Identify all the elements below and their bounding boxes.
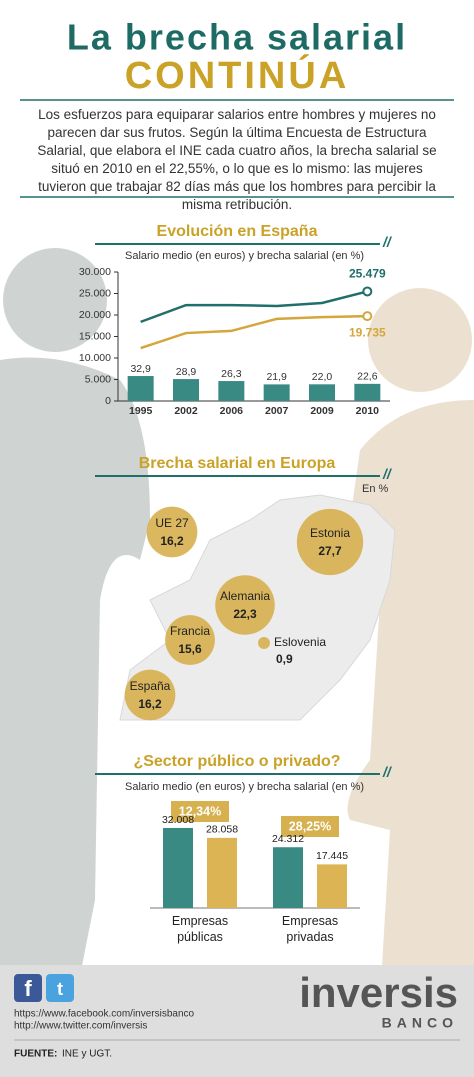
bar (173, 379, 199, 401)
bar (218, 381, 245, 401)
bubble-name: UE 27 (155, 516, 189, 530)
y-tick-label: 5.000 (85, 373, 111, 385)
bubble-label: 27,7 (318, 544, 342, 558)
bar (263, 384, 290, 401)
bubble-label: 15,6 (178, 642, 202, 656)
y-tick-label: 30.000 (79, 266, 111, 278)
y-tick-label: 25.000 (79, 287, 111, 299)
brand-sub: BANCO (382, 1015, 458, 1031)
intro: Los esfuerzos para equiparar salarios en… (37, 107, 437, 212)
bubble-label: 16,2 (160, 534, 184, 548)
silhouette-man (0, 248, 150, 1077)
bubble-name: Francia (170, 624, 210, 638)
facebook-glyph: f (24, 976, 32, 1001)
bubble-label: 0,9 (276, 652, 293, 666)
bar-label: 32.008 (162, 814, 194, 826)
section-title: Brecha salarial en Europa (139, 455, 336, 472)
x-tick-label: 1995 (129, 405, 153, 417)
y-tick-label: 15.000 (79, 330, 111, 342)
bubble (165, 615, 215, 665)
y-tick-label: 20.000 (79, 309, 111, 321)
bar-label: 28,9 (176, 366, 197, 378)
x-tick-label: 2010 (356, 405, 380, 417)
annotation: 12,34% (179, 804, 221, 818)
bar-label: 24.312 (272, 833, 304, 845)
bubble-label: 22,3 (233, 607, 257, 621)
title: La brecha salarial (67, 17, 407, 58)
bubble-name: Alemania (220, 589, 270, 603)
bubble-name: Eslovenia (274, 635, 326, 649)
bubble-label: 16,2 (138, 697, 162, 711)
y-tick-label: 0 (105, 395, 111, 407)
brand: inversis (299, 969, 458, 1016)
facebook-icon[interactable] (14, 974, 42, 1002)
x-tick-label: 2002 (174, 405, 198, 417)
point (362, 286, 373, 297)
rule-mark: // (382, 234, 393, 250)
annotation: 28,25% (289, 819, 331, 833)
chart-subtitle: Salario medio (en euros) y brecha salari… (125, 781, 364, 793)
bar-label: 21,9 (266, 371, 287, 383)
source-label: FUENTE: (14, 1049, 57, 1060)
line (140, 290, 368, 324)
section-title: ¿Sector público o privado? (133, 753, 340, 770)
bar (127, 376, 154, 401)
bubble-name: Estonia (310, 526, 350, 540)
chart-subtitle: En % (362, 483, 389, 495)
bubble (296, 508, 364, 576)
link[interactable]: https://www.facebook.com/inversisbanco (14, 1009, 195, 1020)
subtitle: CONTINÚA (125, 53, 350, 97)
bar (309, 384, 335, 401)
rule-mark: // (382, 764, 393, 780)
bar (317, 864, 347, 908)
x-tick-label: 2007 (265, 405, 289, 417)
bubble-name: España (130, 679, 171, 693)
bubble (258, 637, 270, 649)
bar-label: 28.058 (206, 824, 238, 836)
x-tick-label: 2006 (220, 405, 244, 417)
bar-label: 22,0 (312, 371, 333, 383)
x-tick-label: 2009 (310, 405, 334, 417)
annotation-box (171, 801, 229, 822)
y-tick-label: 10.000 (79, 352, 111, 364)
point-label: 19.735 (349, 325, 386, 339)
bubble (124, 669, 176, 721)
bubble (146, 506, 198, 558)
bar (163, 827, 193, 908)
source: INE y UGT. (62, 1049, 112, 1060)
twitter-icon[interactable] (46, 974, 74, 1002)
bar-label: 26,3 (221, 368, 242, 380)
annotation-box (281, 816, 339, 837)
x-tick-label: Empresas privadas (281, 914, 339, 944)
section-title: Evolución en España (157, 223, 318, 240)
twitter-glyph: t (57, 979, 63, 999)
bar-label: 32,9 (130, 363, 151, 375)
link[interactable]: http://www.twitter.com/inversis (14, 1021, 147, 1032)
bubble (215, 575, 275, 635)
bar-label: 17.445 (316, 850, 348, 862)
x-tick-label: Empresas públicas (171, 914, 229, 944)
bar (207, 837, 237, 908)
chart-subtitle: Salario medio (en euros) y brecha salari… (125, 250, 364, 262)
rule-mark: // (382, 466, 393, 482)
footer-bg (0, 965, 474, 1077)
point (362, 311, 373, 322)
line (140, 314, 368, 350)
bar (273, 847, 303, 908)
bar-label: 22,6 (357, 371, 378, 383)
bar (354, 383, 381, 401)
point-label: 25.479 (349, 267, 386, 281)
